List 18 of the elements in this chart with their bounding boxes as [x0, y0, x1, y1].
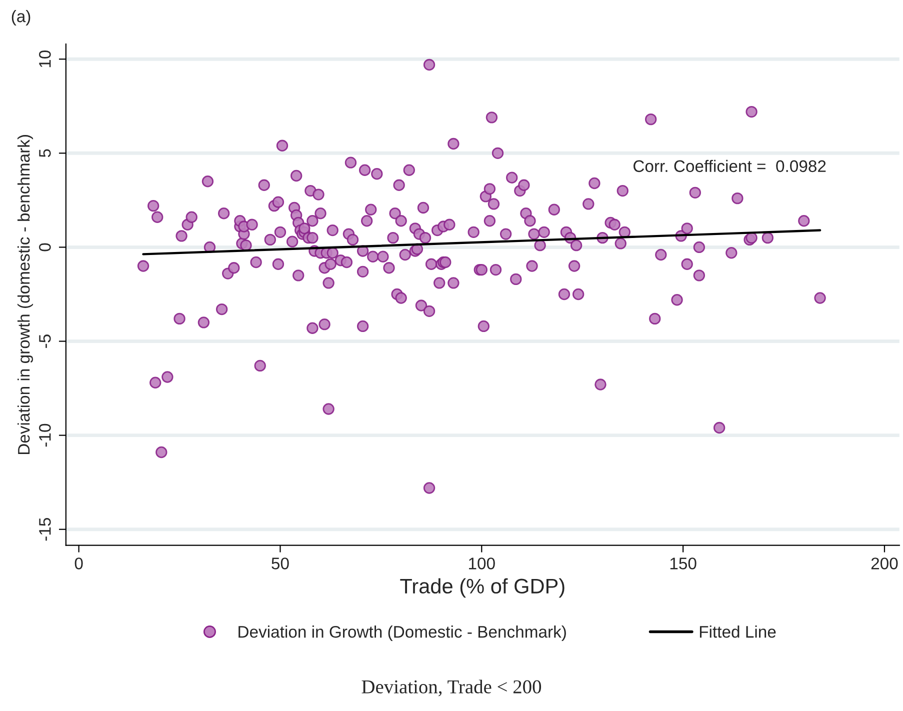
y-tick-label: 5: [39, 149, 51, 158]
x-tick-label: 150: [670, 558, 696, 570]
text: Deviation, Trade < 200: [362, 680, 542, 696]
y-tick-label: 10: [39, 50, 51, 68]
annotation: Corr. Coefficient = 0.0982: [634, 160, 826, 172]
text: (a): [12, 10, 30, 26]
y-tick-label: -5: [39, 334, 51, 348]
y-tick-label: -10: [39, 424, 51, 447]
legend-label: Deviation in Growth (Domestic - Benchmark): [238, 626, 566, 642]
y-axis-title: Deviation in growth (domestic - benchmark): [17, 135, 34, 454]
x-tick-label: 100: [469, 558, 495, 570]
x-tick-label: 200: [871, 558, 898, 570]
x-tick-label: 50: [272, 558, 289, 570]
legend-label: Fitted Line: [700, 626, 776, 638]
x-tick-label: 0: [74, 558, 83, 570]
y-tick-label: 0: [39, 243, 51, 252]
y-tick-label: -15: [39, 518, 51, 541]
x-axis-title: Trade (% of GDP): [400, 578, 564, 598]
